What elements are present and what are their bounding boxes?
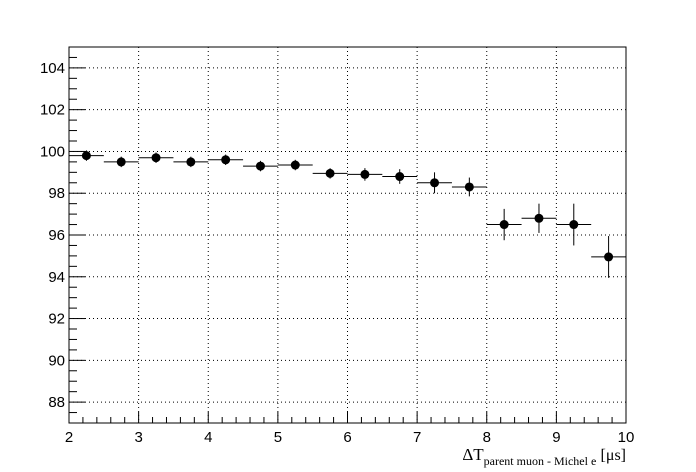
x-tick-label: 9 bbox=[552, 429, 560, 446]
axis-ticks bbox=[68, 46, 627, 424]
x-tick-label: 4 bbox=[204, 429, 212, 446]
x-tick-label: 3 bbox=[134, 429, 142, 446]
data-point bbox=[534, 213, 544, 223]
y-tick-label: 104 bbox=[40, 60, 65, 77]
data-point-group bbox=[451, 177, 487, 197]
data-point bbox=[186, 157, 196, 167]
data-point-group bbox=[486, 208, 522, 241]
x-tick-label: 7 bbox=[413, 429, 421, 446]
data-point-group bbox=[382, 169, 418, 184]
data-point-group bbox=[138, 152, 174, 163]
data-point bbox=[569, 220, 579, 230]
data-point bbox=[395, 172, 405, 182]
plot-frame bbox=[68, 46, 627, 424]
x-tick-label: 6 bbox=[343, 429, 351, 446]
data-point-group bbox=[173, 156, 209, 168]
x-tick-label: 2 bbox=[65, 429, 73, 446]
data-point-group bbox=[591, 236, 626, 278]
x-axis-title-main: ΔT bbox=[462, 445, 484, 464]
data-point bbox=[464, 182, 474, 192]
data-point bbox=[81, 151, 91, 161]
x-axis-title: ΔTparent muon - Michel e [μs] bbox=[462, 445, 626, 468]
x-tick-label: 5 bbox=[274, 429, 282, 446]
data-point bbox=[151, 153, 161, 163]
data-point bbox=[255, 161, 265, 171]
y-tick-label: 88 bbox=[48, 394, 65, 411]
y-tick-label: 100 bbox=[40, 143, 65, 160]
data-point bbox=[290, 160, 300, 170]
data-point bbox=[221, 155, 231, 165]
data-point-group bbox=[103, 156, 139, 168]
data-point-group bbox=[208, 154, 244, 166]
y-tick-label: 94 bbox=[48, 269, 65, 286]
data-point-group bbox=[312, 168, 348, 179]
y-tick-label: 92 bbox=[48, 311, 65, 328]
data-point-group bbox=[521, 203, 557, 233]
data-point-group bbox=[69, 150, 104, 161]
x-tick-label: 8 bbox=[483, 429, 491, 446]
data-point-group bbox=[556, 203, 592, 246]
tick-labels: 2 3 4 5 6 7 8 9 10 88 90 92 94 96 98 100 102 104 bbox=[40, 60, 634, 446]
y-tick-label: 96 bbox=[48, 227, 65, 244]
x-axis-title-subscript: parent muon - Michel e bbox=[484, 454, 597, 468]
data-point bbox=[430, 178, 440, 188]
grid-lines bbox=[69, 47, 626, 423]
x-tick-label: 10 bbox=[618, 429, 635, 446]
data-point-group bbox=[277, 159, 313, 171]
data-point bbox=[325, 168, 335, 178]
data-point bbox=[499, 220, 509, 230]
data-point-group bbox=[243, 160, 278, 172]
data-point bbox=[604, 252, 614, 262]
data-point-group bbox=[417, 172, 452, 194]
y-tick-label: 90 bbox=[48, 352, 65, 369]
data-point bbox=[116, 157, 126, 167]
y-tick-label: 98 bbox=[48, 185, 65, 202]
data-series bbox=[69, 150, 626, 278]
data-point bbox=[360, 169, 370, 179]
data-point-group bbox=[347, 168, 383, 181]
x-axis-title-unit: [μs] bbox=[601, 447, 626, 464]
y-tick-label: 102 bbox=[40, 102, 65, 119]
